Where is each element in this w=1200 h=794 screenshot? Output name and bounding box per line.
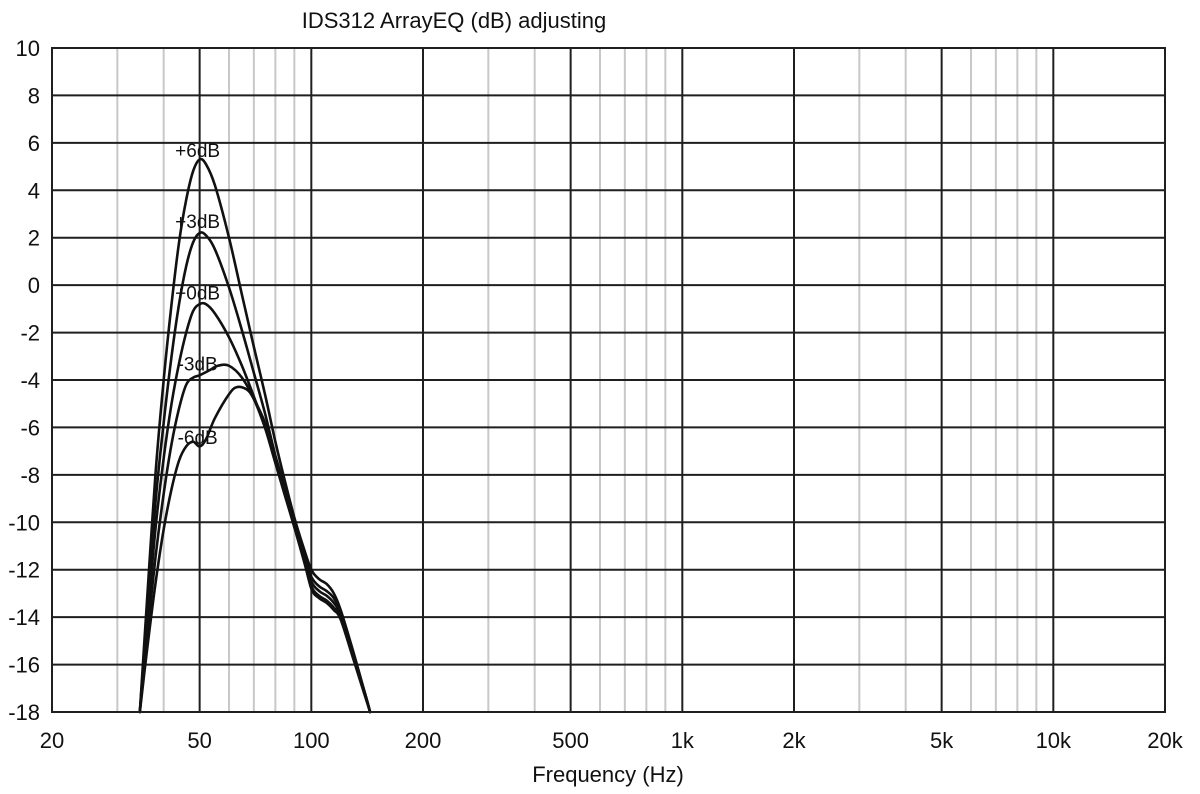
- response-curve-4: [138, 363, 372, 714]
- y-tick-label: -2: [20, 321, 40, 346]
- curve-label-2: +3dB: [175, 212, 220, 233]
- response-curve-3: [138, 301, 372, 714]
- y-tick-label: -16: [8, 653, 40, 678]
- y-axis-ticks: 10 8 6 4 2 0 -2 -4 -6 -8 -10 -12 -14 -16 -18: [8, 36, 40, 725]
- curve-label-4: -3dB: [178, 354, 218, 375]
- response-curve-2: [138, 231, 372, 714]
- x-tick-label: 500: [552, 728, 589, 753]
- chart-title: IDS312 ArrayEQ (dB) adjusting: [302, 8, 606, 33]
- response-curve-5: [138, 385, 372, 714]
- curve-label-5: -6dB: [178, 428, 218, 449]
- x-axis-ticks: 20 50 100 200 500 1k 2k 5k 10k 20k: [40, 728, 1184, 753]
- y-tick-label: -18: [8, 700, 40, 725]
- curve-labels: +6dB +3dB +0dB -3dB -6dB: [175, 141, 220, 449]
- y-tick-label: 2: [28, 226, 40, 251]
- curve-label-1: +6dB: [175, 141, 220, 162]
- y-tick-label: 6: [28, 131, 40, 156]
- y-tick-label: -14: [8, 605, 40, 630]
- x-tick-label: 20: [40, 728, 64, 753]
- plot-frame: [51, 47, 1166, 713]
- y-tick-label: 10: [16, 36, 40, 61]
- curve-label-3: +0dB: [175, 283, 220, 304]
- response-curves: [138, 157, 372, 714]
- x-tick-label: 20k: [1147, 728, 1183, 753]
- y-tick-label: 4: [28, 178, 40, 203]
- x-tick-label: 100: [293, 728, 330, 753]
- x-axis-label: Frequency (Hz): [532, 762, 684, 787]
- x-tick-label: 200: [405, 728, 442, 753]
- y-tick-label: 8: [28, 83, 40, 108]
- response-curve-1: [138, 157, 372, 714]
- x-tick-label: 10k: [1036, 728, 1072, 753]
- x-tick-label: 1k: [671, 728, 695, 753]
- y-tick-label: -10: [8, 510, 40, 535]
- y-tick-label: -6: [20, 415, 40, 440]
- y-tick-label: -4: [20, 368, 40, 393]
- y-tick-label: -12: [8, 558, 40, 583]
- major-grid: [52, 47, 1165, 713]
- y-tick-label: -8: [20, 463, 40, 488]
- x-tick-label: 50: [187, 728, 211, 753]
- y-tick-label: 0: [28, 273, 40, 298]
- x-tick-label: 5k: [930, 728, 954, 753]
- x-tick-label: 2k: [782, 728, 806, 753]
